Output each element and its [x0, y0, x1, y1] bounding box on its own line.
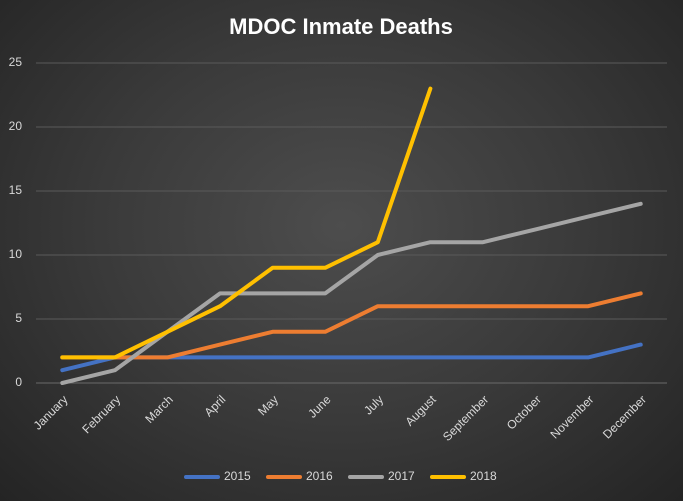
legend-label: 2015: [224, 469, 251, 483]
series-line: [60, 86, 433, 360]
y-tick-label: 20: [9, 119, 23, 133]
x-tick-label: February: [79, 392, 123, 436]
chart-title: MDOC Inmate Deaths: [229, 14, 453, 39]
x-tick-label: March: [142, 392, 175, 425]
y-tick-label: 15: [9, 183, 23, 197]
legend-label: 2016: [306, 469, 333, 483]
x-tick-label: November: [547, 392, 596, 441]
y-tick-label: 10: [9, 247, 23, 261]
x-tick-label: December: [600, 392, 649, 441]
legend-label: 2017: [388, 469, 415, 483]
x-tick-label: October: [504, 392, 544, 432]
x-tick-label: September: [440, 392, 491, 443]
x-tick-label: January: [31, 392, 71, 432]
x-tick-label: July: [361, 392, 386, 417]
series-line: [60, 291, 643, 360]
x-tick-label: May: [255, 392, 281, 418]
y-tick-label: 5: [15, 311, 22, 325]
x-tick-label: June: [305, 392, 334, 421]
y-tick-label: 25: [9, 55, 23, 69]
x-tick-label: August: [402, 392, 439, 429]
y-tick-label: 0: [15, 375, 22, 389]
x-tick-label: April: [202, 392, 229, 419]
legend-label: 2018: [470, 469, 497, 483]
